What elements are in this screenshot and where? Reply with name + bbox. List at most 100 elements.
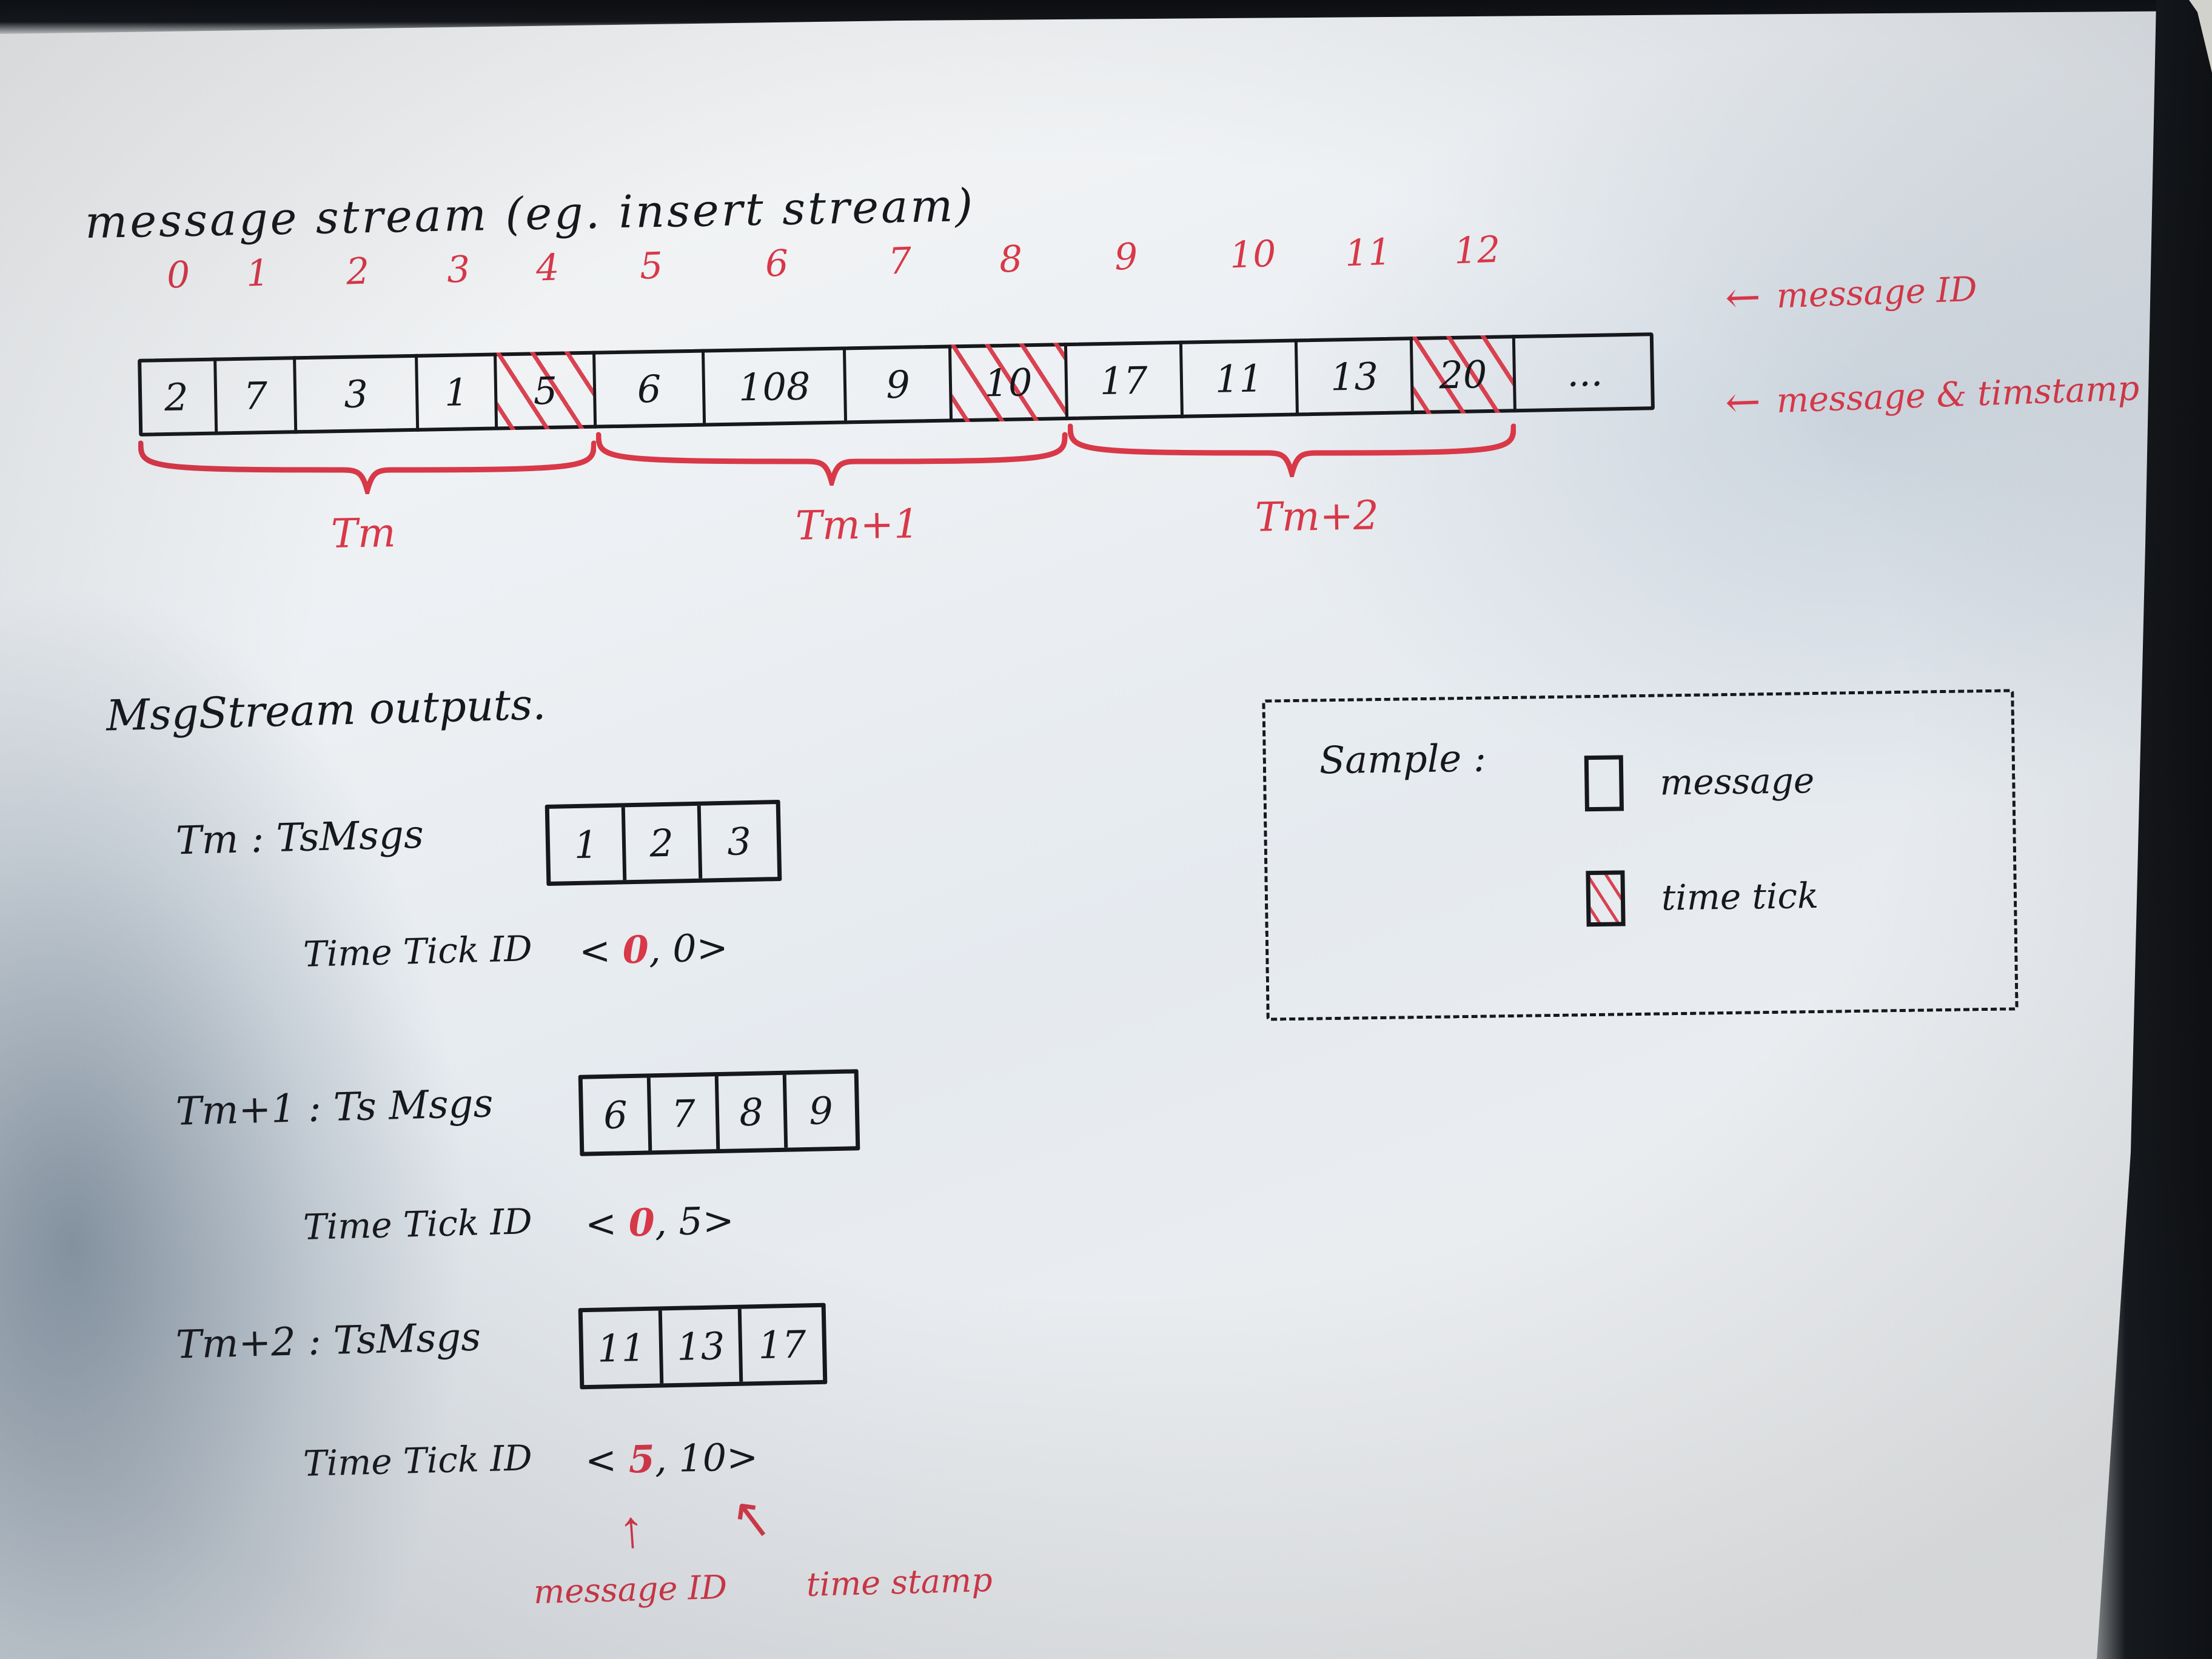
stream-cell-timetick: 10 — [951, 343, 1068, 423]
stream-brace-label: Tm+1 — [795, 500, 920, 550]
timetick-close: > — [702, 1198, 735, 1244]
sp1 — [616, 1201, 629, 1245]
timetick-comma: , — [654, 1199, 680, 1245]
stream-cell-message: 108 — [704, 346, 848, 427]
stream-cell-value: 5 — [533, 368, 558, 413]
timetick-message-id: 5 — [628, 1436, 655, 1482]
timetick-open: < — [578, 928, 611, 974]
output-msg-cell: 13 — [662, 1309, 743, 1384]
stream-brace — [138, 440, 597, 494]
stream-cell-value: 17 — [1099, 358, 1148, 403]
output-timetick-label: Time Tick ID — [303, 1437, 533, 1484]
timetick-close: > — [695, 925, 729, 971]
output-msg-cell: 8 — [718, 1074, 788, 1149]
stream-index-label: 8 — [998, 238, 1023, 281]
output-msg-cell: 2 — [625, 805, 702, 880]
stream-brace — [596, 431, 1068, 486]
legend-timetick-swatch-icon — [1586, 870, 1626, 927]
legend-box: Sample : message time tick — [1262, 689, 2019, 1021]
stream-cell-value: 1 — [444, 369, 469, 415]
stream-cell-value: ... — [1566, 350, 1603, 395]
legend-item-label: message — [1659, 759, 1815, 803]
stream-cell-value: 10 — [984, 360, 1033, 405]
stream-cell-message: 6 — [595, 349, 706, 429]
stream-index-label: 2 — [346, 250, 370, 293]
stream-index-label: 11 — [1344, 230, 1392, 275]
stream-cell-message: 13 — [1297, 337, 1415, 417]
stream-index-label: 3 — [446, 248, 471, 292]
output-group-label: Tm+2 : TsMsgs — [175, 1315, 481, 1368]
timetick-timestamp: 5 — [678, 1199, 703, 1244]
output-msg-cell: 1 — [549, 807, 627, 882]
callout-timestamp: time stamp — [806, 1560, 993, 1604]
timetick-message-id: 0 — [622, 927, 649, 973]
output-timetick-value: < 0, 5> — [585, 1198, 734, 1246]
timetick-message-id: 0 — [628, 1200, 655, 1245]
stream-cell-message: 9 — [846, 344, 953, 424]
stream-cell-message: 3 — [295, 354, 420, 434]
stream-cell-message: 1 — [417, 352, 498, 432]
legend-item-label: time tick — [1661, 874, 1819, 919]
stream-brace-label: Tm+2 — [1255, 492, 1379, 541]
legend-item: time tick — [1586, 868, 1819, 927]
output-msg-cell: 3 — [726, 819, 752, 864]
output-group-label: Tm : TsMsgs — [175, 812, 424, 864]
stream-cell-value: 108 — [738, 363, 811, 410]
stream-index-label: 5 — [638, 244, 664, 288]
output-msg-cell: 7 — [650, 1076, 720, 1151]
legend-item: message — [1584, 752, 1815, 812]
stream-cell-value: 7 — [243, 373, 268, 418]
timetick-timestamp: 10 — [678, 1435, 727, 1481]
callout-message-id: message ID — [533, 1567, 728, 1612]
left-arrow-icon: ← — [1724, 272, 1762, 323]
stream-cell-value: 13 — [1330, 354, 1379, 399]
diag-arrow-icon: ↖ — [726, 1486, 779, 1550]
timetick-close: > — [726, 1435, 759, 1480]
stream-index-label: 12 — [1453, 229, 1501, 273]
stream-cell-timetick: 5 — [497, 350, 597, 431]
output-msg-cell: 17 — [757, 1321, 807, 1367]
sp1 — [610, 928, 623, 972]
sp1 — [616, 1437, 629, 1481]
stream-cell-value: 20 — [1438, 352, 1487, 397]
legend-message-swatch-icon — [1584, 755, 1624, 812]
timetick-open: < — [585, 1437, 617, 1483]
legend-title: Sample : — [1319, 736, 1487, 783]
stream-cell-value: 11 — [1215, 355, 1264, 401]
timetick-comma: , — [648, 927, 674, 972]
left-arrow-icon-2: ← — [1724, 376, 1762, 427]
output-timetick-label: Time Tick ID — [303, 928, 533, 975]
output-timetick-label: Time Tick ID — [303, 1201, 533, 1248]
stream-cell-message: ... — [1515, 332, 1654, 412]
stream-index-label: 6 — [764, 242, 789, 286]
stream-cell-message: 11 — [1182, 338, 1299, 418]
stream-cell-value: 3 — [343, 371, 369, 417]
stream-index-label: 7 — [888, 240, 913, 283]
output-msgs-box: 11 13 17 — [578, 1302, 827, 1390]
output-msg-cell: 6 — [582, 1078, 652, 1152]
stream-cell-value: 2 — [164, 374, 189, 420]
stream-index-label: 9 — [1113, 235, 1139, 279]
output-group-label: Tm+1 : Ts Msgs — [175, 1081, 494, 1134]
stream-cell-value: 9 — [885, 362, 911, 407]
stream-cell-timetick: 20 — [1413, 335, 1517, 415]
stream-index-label: 0 — [166, 253, 191, 297]
timetick-comma: , — [654, 1436, 679, 1481]
output-timetick-value: < 0, 0> — [578, 925, 728, 973]
stream-cell-message: 2 — [138, 357, 218, 437]
stream-cell-message: 7 — [216, 356, 298, 435]
output-msg-cell: 11 — [582, 1310, 664, 1386]
up-arrow-icon: ↑ — [616, 1499, 647, 1560]
stream-index-label: 4 — [535, 246, 560, 290]
output-timetick-value: < 5, 10> — [585, 1435, 759, 1483]
stream-brace — [1067, 423, 1516, 478]
timetick-open: < — [585, 1201, 617, 1247]
stream-index-label: 10 — [1228, 233, 1277, 277]
stream-brace-label: Tm — [330, 509, 396, 557]
stream-cell-message: 17 — [1067, 340, 1184, 421]
annotation-message-id-label: message ID — [1775, 269, 1978, 317]
stream-index-label: 1 — [245, 252, 270, 295]
